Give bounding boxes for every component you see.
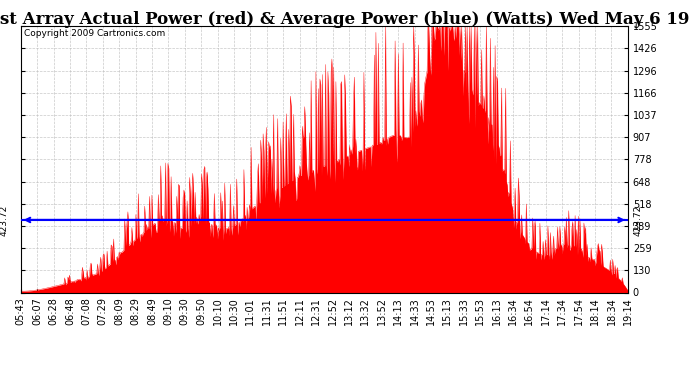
Text: Copyright 2009 Cartronics.com: Copyright 2009 Cartronics.com [23, 29, 165, 38]
Text: 423.72: 423.72 [634, 204, 643, 236]
Text: West Array Actual Power (red) & Average Power (blue) (Watts) Wed May 6 19:32: West Array Actual Power (red) & Average … [0, 11, 690, 28]
Text: 423.72: 423.72 [0, 204, 8, 236]
